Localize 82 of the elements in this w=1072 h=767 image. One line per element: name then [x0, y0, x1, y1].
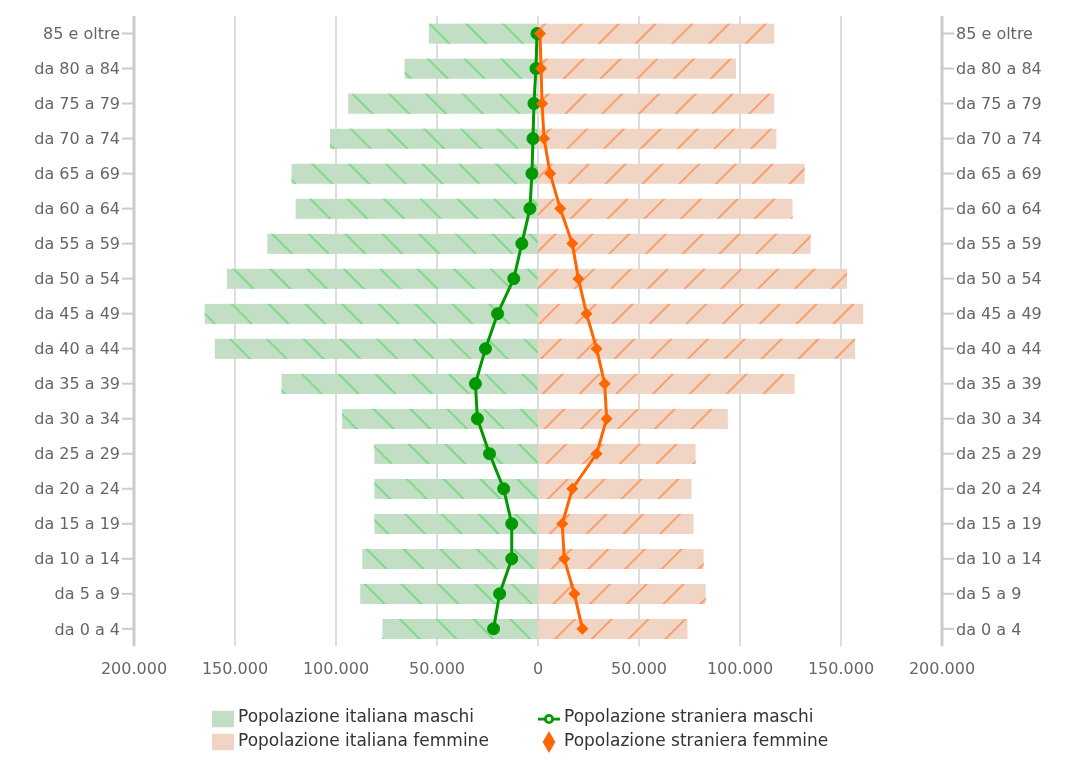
- x-tick-label: 200.000: [908, 658, 976, 678]
- category-label: da 50 a 54: [956, 269, 1042, 289]
- point: [497, 482, 511, 496]
- category-label: da 30 a 34: [956, 409, 1042, 429]
- category-label: da 35 a 39: [956, 374, 1042, 394]
- category-label: da 60 a 64: [956, 199, 1042, 219]
- x-tick-label: 0: [532, 658, 544, 678]
- y-tick-label: da 60 a 64: [34, 199, 120, 219]
- point: [576, 622, 589, 635]
- y-tick-label: da 25 a 29: [34, 444, 120, 464]
- point: [478, 342, 492, 356]
- point: [580, 307, 593, 320]
- category-label: da 70 a 74: [956, 129, 1042, 149]
- y-tick-label: da 5 a 9: [54, 584, 120, 604]
- point: [600, 412, 613, 425]
- y-tick-label: da 65 a 69: [34, 164, 120, 184]
- point: [572, 272, 585, 285]
- y-tick-label: da 50 a 54: [34, 269, 120, 289]
- point: [568, 587, 581, 600]
- x-tick-label: 50.000: [409, 658, 465, 678]
- point: [598, 377, 611, 390]
- point: [558, 552, 571, 565]
- legend-label: Popolazione italiana maschi: [238, 706, 475, 727]
- legend-label: Popolazione italiana femmine: [238, 729, 490, 750]
- point: [515, 237, 529, 251]
- x-tick-label: 50.000: [611, 658, 667, 678]
- y-tick-label: da 40 a 44: [34, 339, 120, 359]
- point: [470, 412, 484, 426]
- category-label: da 40 a 44: [956, 339, 1042, 359]
- y-tick-label: da 45 a 49: [34, 304, 120, 324]
- point: [507, 272, 521, 286]
- x-tick-label: 100.000: [302, 658, 370, 678]
- y-tick-label: da 35 a 39: [34, 374, 120, 394]
- category-label: da 20 a 24: [956, 479, 1042, 499]
- x-tick-label: 200.000: [100, 658, 168, 678]
- y-tick-label: da 10 a 14: [34, 549, 120, 569]
- point: [505, 517, 519, 531]
- category-label: da 75 a 79: [956, 94, 1042, 114]
- x-tick-label: 100.000: [706, 658, 774, 678]
- point: [491, 307, 505, 321]
- y-tick-label: 85 e oltre: [43, 24, 120, 44]
- y-tick-label: da 80 a 84: [34, 59, 120, 79]
- x-tick-label: 150.000: [807, 658, 875, 678]
- category-label: da 65 a 69: [956, 164, 1042, 184]
- point: [468, 377, 482, 391]
- category-label: da 25 a 29: [956, 444, 1042, 464]
- point: [525, 167, 539, 181]
- point: [487, 622, 501, 636]
- y-tick-label: da 15 a 19: [34, 514, 120, 534]
- point: [556, 517, 569, 530]
- category-label: da 15 a 19: [956, 514, 1042, 534]
- point: [544, 167, 557, 180]
- point: [534, 27, 547, 40]
- point: [526, 132, 540, 146]
- category-label: da 80 a 84: [956, 59, 1042, 79]
- y-tick-label: da 20 a 24: [34, 479, 120, 499]
- point: [590, 447, 603, 460]
- category-label: 85 e oltre: [956, 24, 1033, 44]
- point: [536, 97, 549, 110]
- category-label: da 55 a 59: [956, 234, 1042, 254]
- category-label: da 0 a 4: [956, 619, 1022, 639]
- category-label: da 10 a 14: [956, 549, 1042, 569]
- point: [566, 237, 579, 250]
- category-label: da 5 a 9: [956, 584, 1022, 604]
- x-tick-label: 150.000: [201, 658, 269, 678]
- legend-label: Popolazione straniera maschi: [564, 706, 815, 727]
- point: [590, 342, 603, 355]
- legend-label: Popolazione straniera femmine: [564, 729, 830, 750]
- y-tick-label: da 55 a 59: [34, 234, 120, 254]
- point: [493, 587, 507, 601]
- category-label: da 45 a 49: [956, 304, 1042, 324]
- point: [505, 552, 519, 566]
- point: [554, 202, 567, 215]
- y-tick-label: da 30 a 34: [34, 409, 120, 429]
- point: [538, 132, 551, 145]
- y-tick-label: da 75 a 79: [34, 94, 120, 114]
- point: [535, 62, 548, 75]
- point: [523, 202, 537, 216]
- y-tick-label: da 0 a 4: [54, 619, 120, 639]
- point: [566, 482, 579, 495]
- y-tick-label: da 70 a 74: [34, 129, 120, 149]
- point: [483, 447, 497, 461]
